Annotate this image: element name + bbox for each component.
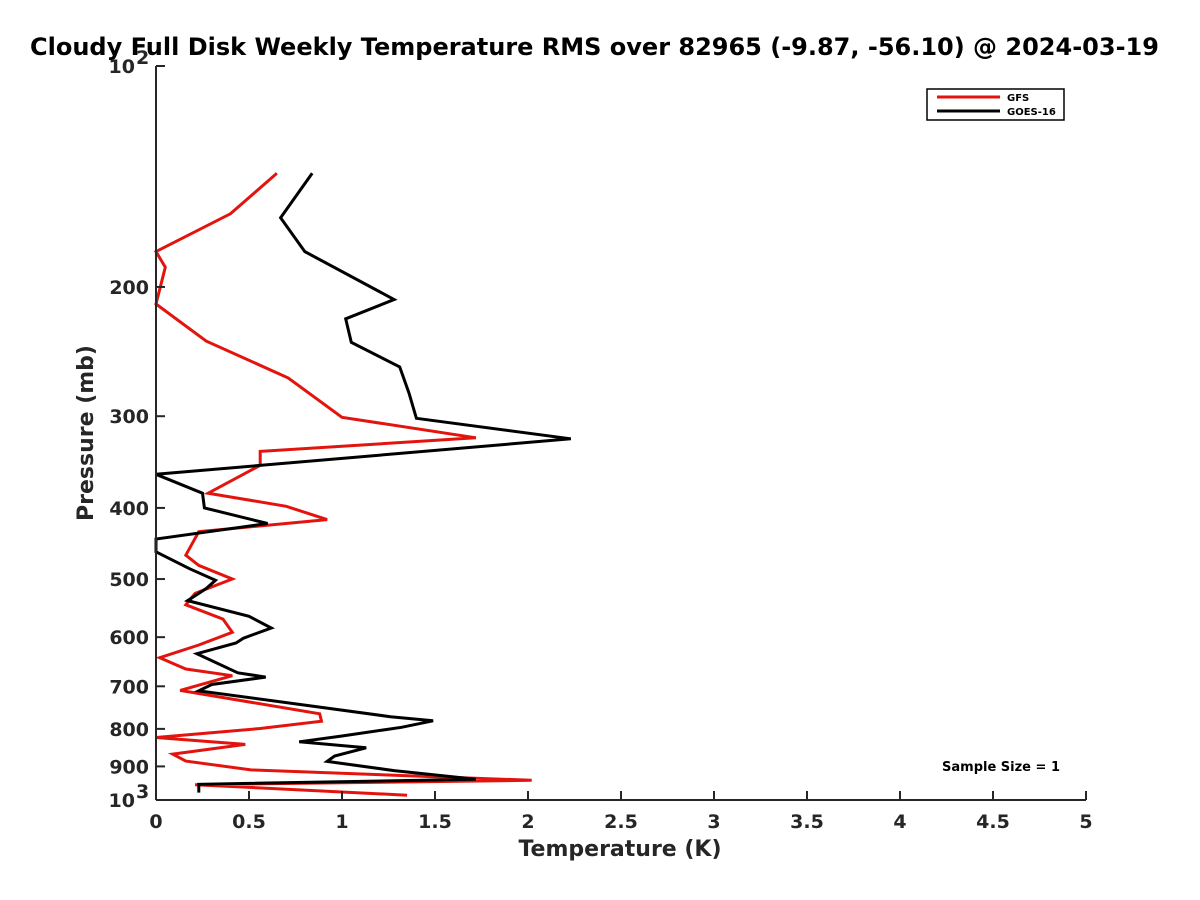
y-tick-label: 200 xyxy=(109,277,149,299)
y-tick-label: 800 xyxy=(109,719,149,741)
x-axis-label: Temperature (K) xyxy=(518,837,721,862)
series-line-gfs xyxy=(153,172,532,797)
x-tick-label: 1.5 xyxy=(418,811,452,833)
y-tick-label: 10 xyxy=(109,790,135,812)
x-tick-label: 2 xyxy=(521,811,534,833)
x-tick-label: 1 xyxy=(335,811,348,833)
legend-label-gfs: GFS xyxy=(1007,93,1029,104)
x-tick-label: 4.5 xyxy=(976,811,1010,833)
x-tick-label: 4 xyxy=(893,811,906,833)
y-tick-label: 300 xyxy=(109,406,149,428)
y-axis-label: Pressure (mb) xyxy=(74,345,99,521)
sample-size-annotation: Sample Size = 1 xyxy=(942,760,1060,775)
y-tick-label: 400 xyxy=(109,498,149,520)
x-tick-label: 2.5 xyxy=(604,811,638,833)
x-tick-label: 0 xyxy=(149,811,162,833)
x-tick-label: 3.5 xyxy=(790,811,824,833)
plot-area: 0 0.5 1 1.5 2 2.5 3 3.5 4 4.5 510 22003004005006007… xyxy=(109,47,1093,833)
y-tick-exponent: 2 xyxy=(136,47,149,69)
y-tick-label: 500 xyxy=(109,569,149,591)
x-tick-label: 5 xyxy=(1079,811,1092,833)
chart-title: Cloudy Full Disk Weekly Temperature RMS … xyxy=(30,33,1159,61)
legend-label-goes-16: GOES-16 xyxy=(1007,107,1056,118)
y-tick-exponent: 3 xyxy=(136,781,149,803)
y-tick-label: 900 xyxy=(109,756,149,778)
x-tick-label: 3 xyxy=(707,811,720,833)
series-line-goes-16 xyxy=(154,172,571,793)
y-tick-label: 600 xyxy=(109,627,149,649)
legend: GFS GOES-16 xyxy=(926,88,1065,121)
x-tick-label: 0.5 xyxy=(232,811,266,833)
y-tick-label: 10 xyxy=(109,56,135,78)
y-tick-label: 700 xyxy=(109,676,149,698)
legend-box xyxy=(926,88,1065,121)
